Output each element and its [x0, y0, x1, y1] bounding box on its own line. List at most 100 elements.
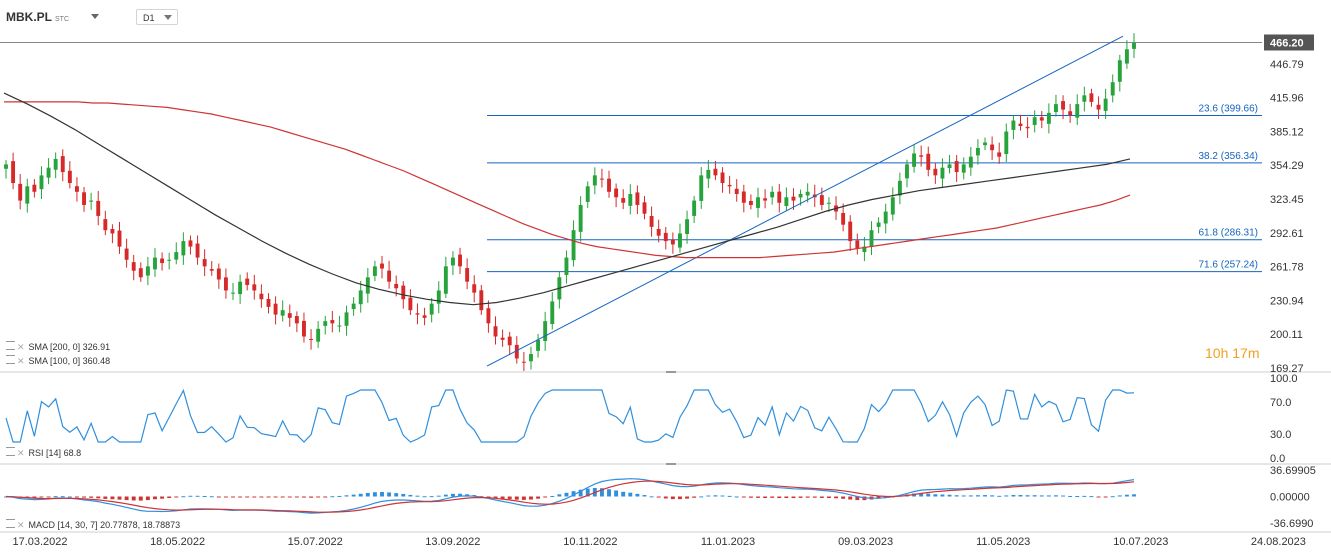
macd-histogram-bar — [1096, 496, 1101, 498]
macd-histogram-bar — [351, 494, 356, 497]
macd-histogram-bar — [450, 493, 455, 497]
macd-histogram-bar — [443, 494, 448, 497]
macd-histogram-bar — [550, 495, 555, 497]
price-tick-label: 200.11 — [1270, 329, 1303, 341]
macd-histogram-bar — [805, 496, 810, 498]
candle-body — [1096, 104, 1101, 110]
macd-histogram-bar — [599, 488, 604, 497]
macd-histogram-bar — [564, 492, 569, 497]
close-icon[interactable]: ✕ — [17, 448, 25, 458]
macd-histogram-bar — [536, 496, 541, 499]
candle-body — [1089, 93, 1094, 102]
price-tick-label: 415.96 — [1270, 93, 1304, 105]
macd-histogram-bar — [784, 496, 789, 499]
candle-body — [869, 230, 874, 247]
candle-body — [699, 175, 704, 201]
candle-body — [536, 339, 541, 351]
macd-histogram-bar — [401, 493, 406, 497]
chart-toolbar: MBK.PL STC D1 — [0, 0, 1262, 32]
symbol-selector[interactable]: MBK.PL STC — [6, 10, 69, 24]
candle-body — [1124, 49, 1129, 64]
macd-histogram-bar — [819, 496, 824, 498]
candle-body — [323, 321, 328, 326]
macd-histogram-bar — [294, 496, 299, 498]
date-tick-label: 10.07.2023 — [1113, 536, 1168, 548]
macd-histogram-bar — [365, 492, 370, 497]
menu-icon[interactable] — [6, 447, 15, 456]
macd-histogram-bar — [975, 495, 980, 497]
chevron-down-icon — [164, 15, 172, 20]
close-icon[interactable]: ✕ — [17, 520, 25, 530]
candle-body — [1061, 101, 1066, 110]
candle-body — [734, 188, 739, 194]
macd-histogram-bar — [1004, 495, 1009, 497]
candle-body — [209, 269, 214, 271]
candle-body — [387, 270, 392, 282]
macd-histogram-bar — [656, 496, 661, 498]
macd-histogram-bar — [344, 495, 349, 497]
close-icon[interactable]: ✕ — [17, 356, 25, 366]
candle-body — [252, 284, 257, 291]
candle-body — [819, 195, 824, 205]
candle-body — [415, 313, 420, 315]
macd-histogram-bar — [138, 496, 143, 501]
candle-body — [635, 192, 640, 205]
macd-histogram-bar — [422, 496, 427, 498]
candle-body — [223, 277, 228, 291]
macd-legend[interactable]: ✕ MACD [14, 30, 7] 20.77878, 18.78873 — [6, 519, 180, 531]
price-tick-label: 230.94 — [1270, 295, 1304, 307]
menu-icon[interactable] — [6, 355, 15, 364]
macd-histogram-bar — [841, 496, 846, 499]
sma200-legend[interactable]: ✕ SMA [200, 0] 326.91 — [6, 341, 110, 353]
rsi-legend[interactable]: ✕ RSI [14] 68.8 — [6, 447, 81, 459]
candle-body — [1025, 126, 1030, 129]
candle-body — [748, 200, 753, 205]
macd-histogram-bar — [458, 493, 462, 497]
macd-histogram-bar — [358, 493, 363, 497]
candle-body — [975, 147, 980, 156]
date-tick-label: 11.05.2023 — [976, 536, 1030, 548]
macd-histogram-bar — [1103, 496, 1108, 498]
candle-body — [231, 292, 235, 294]
candle-body — [919, 155, 924, 157]
macd-histogram-bar — [408, 494, 413, 497]
macd-histogram-bar — [429, 496, 434, 498]
chevron-down-icon[interactable] — [91, 14, 99, 19]
sma200-label: SMA [200, 0] 326.91 — [28, 342, 111, 352]
macd-histogram-bar — [933, 494, 938, 497]
candle-body — [848, 221, 853, 242]
macd-histogram-bar — [110, 496, 115, 500]
macd-histogram-bar — [60, 496, 65, 498]
macd-histogram-bar — [46, 496, 51, 498]
macd-histogram-bar — [983, 495, 987, 497]
close-icon[interactable]: ✕ — [17, 342, 25, 352]
candle-body — [912, 153, 917, 167]
candle-body — [500, 337, 505, 340]
macd-histogram-bar — [245, 496, 250, 498]
macd-histogram-bar — [1068, 495, 1073, 497]
date-tick-label: 17.03.2022 — [12, 536, 67, 548]
candle-body — [571, 230, 576, 261]
candle-body — [897, 180, 902, 196]
candle-body — [238, 281, 243, 295]
macd-line — [5, 478, 1135, 514]
sma100-legend[interactable]: ✕ SMA [100, 0] 360.48 — [6, 355, 110, 367]
candle-body — [763, 198, 768, 201]
candle-body — [181, 241, 186, 256]
candle-body — [756, 197, 760, 208]
candle-body — [1054, 104, 1058, 112]
menu-icon[interactable] — [6, 519, 15, 528]
candle-body — [940, 167, 945, 179]
symbol-name: MBK.PL — [6, 10, 52, 24]
timer-m-unit: m — [1247, 345, 1260, 361]
macd-histogram-bar — [103, 496, 108, 499]
timeframe-select[interactable]: D1 — [136, 9, 178, 25]
menu-icon[interactable] — [6, 341, 15, 350]
macd-histogram-bar — [500, 496, 505, 499]
macd-histogram-bar — [614, 490, 619, 497]
macd-histogram-bar — [571, 491, 576, 497]
candle-body — [32, 184, 37, 192]
last-price-tag — [1264, 34, 1314, 51]
candle-body — [521, 361, 526, 363]
